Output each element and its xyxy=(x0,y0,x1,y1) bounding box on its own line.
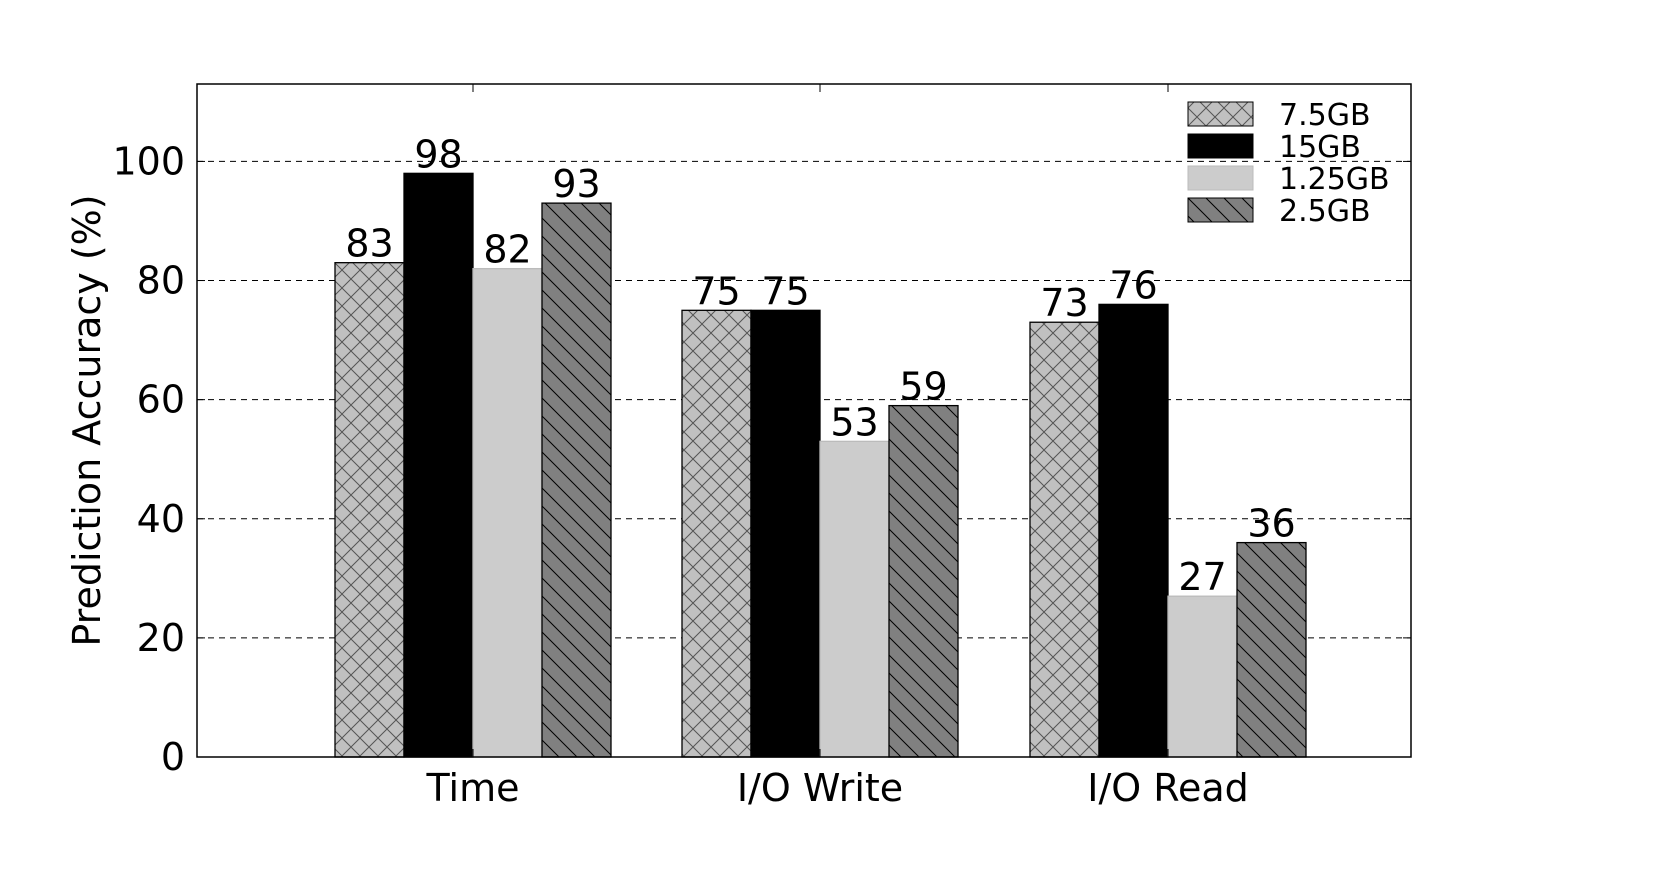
x-tick-label: I/O Write xyxy=(737,766,903,810)
data-label: 98 xyxy=(414,132,462,176)
y-tick-label: 40 xyxy=(137,497,185,541)
y-tick-label: 100 xyxy=(112,139,185,183)
legend-swatch-2.5GB xyxy=(1187,197,1254,223)
y-axis-label: Prediction Accuracy (%) xyxy=(65,194,109,646)
bar-1.25GB-I/O Write xyxy=(819,440,890,758)
bar-2.5GB-I/O Read xyxy=(1236,541,1307,758)
legend-swatch-7.5GB xyxy=(1187,101,1254,127)
data-label: 75 xyxy=(761,269,809,313)
data-labels: 83 98 82 93 75 75 53 59 73 76 27 36 xyxy=(345,132,1295,599)
bar-7.5GB-I/O Read xyxy=(1029,321,1100,758)
bar-15GB-I/O Write xyxy=(750,309,821,758)
bar-2.5GB-Time xyxy=(541,202,612,758)
data-label: 53 xyxy=(830,400,878,444)
data-label: 76 xyxy=(1109,263,1157,307)
data-label: 75 xyxy=(692,269,740,313)
data-label: 36 xyxy=(1247,502,1295,546)
legend-swatch-15GB xyxy=(1187,133,1254,159)
legend-label: 7.5GB xyxy=(1279,98,1371,133)
bar-15GB-I/O Read xyxy=(1098,303,1169,758)
y-tick-label: 80 xyxy=(137,259,185,303)
bar-1.25GB-Time xyxy=(472,267,543,758)
data-label: 73 xyxy=(1040,281,1088,325)
plot-border xyxy=(196,83,1412,758)
bar-7.5GB-Time xyxy=(334,262,405,758)
x-tick-label: I/O Read xyxy=(1087,766,1248,810)
axis-text: 0 20 40 60 80 100 Time I/O Write I/O Read Predict… xyxy=(65,139,1249,810)
bar-1.25GB-I/O Read xyxy=(1167,595,1238,758)
data-label: 27 xyxy=(1178,555,1226,599)
bar-2.5GB-I/O Write xyxy=(888,404,959,758)
x-tick-label: Time xyxy=(426,766,520,810)
data-label: 83 xyxy=(345,222,393,266)
y-tick-label: 20 xyxy=(137,616,185,660)
legend-label: 15GB xyxy=(1279,130,1361,165)
bars xyxy=(334,172,1307,758)
y-tick-label: 0 xyxy=(161,735,185,779)
bar-7.5GB-I/O Write xyxy=(681,309,752,758)
plot-frame xyxy=(196,83,1412,758)
legend-label: 1.25GB xyxy=(1279,162,1390,197)
legend-label: 2.5GB xyxy=(1279,194,1371,229)
data-label: 82 xyxy=(483,228,531,272)
legend-swatch-1.25GB xyxy=(1187,165,1254,191)
bar-15GB-Time xyxy=(403,172,474,758)
ticks xyxy=(197,84,1411,758)
y-tick-label: 60 xyxy=(137,378,185,422)
data-label: 59 xyxy=(899,365,947,409)
data-label: 93 xyxy=(552,162,600,206)
